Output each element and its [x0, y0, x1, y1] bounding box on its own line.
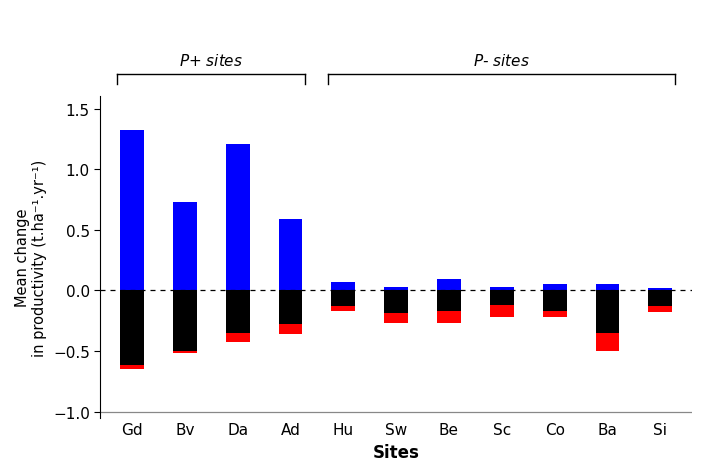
Bar — [437, 291, 461, 323]
Bar — [332, 282, 355, 291]
Bar — [226, 291, 250, 333]
Text: $P$+ sites: $P$+ sites — [179, 52, 243, 69]
Bar — [384, 291, 408, 323]
Bar — [543, 285, 566, 291]
Bar — [543, 291, 566, 311]
Bar — [120, 131, 144, 291]
Bar — [173, 291, 197, 354]
X-axis label: Sites: Sites — [373, 443, 419, 461]
Bar — [332, 291, 355, 307]
Bar — [120, 291, 144, 366]
Bar — [279, 219, 303, 291]
Bar — [279, 291, 303, 334]
Bar — [648, 291, 672, 307]
Bar — [173, 202, 197, 291]
Bar — [595, 291, 619, 333]
Bar — [595, 285, 619, 291]
Bar — [490, 291, 514, 317]
Bar — [173, 291, 197, 351]
Y-axis label: Mean change
in productivity (t.ha⁻¹.yr⁻¹): Mean change in productivity (t.ha⁻¹.yr⁻¹… — [15, 159, 47, 356]
Bar — [437, 280, 461, 291]
Bar — [490, 287, 514, 291]
Bar — [279, 291, 303, 325]
Bar — [543, 291, 566, 317]
Bar — [384, 291, 408, 314]
Bar — [226, 291, 250, 343]
Bar — [595, 291, 619, 351]
Bar — [332, 291, 355, 311]
Bar — [490, 291, 514, 305]
Bar — [648, 288, 672, 291]
Bar — [226, 144, 250, 291]
Bar — [120, 291, 144, 369]
Bar — [384, 287, 408, 291]
Bar — [437, 291, 461, 311]
Text: $P$- sites: $P$- sites — [474, 52, 530, 69]
Bar — [648, 291, 672, 313]
